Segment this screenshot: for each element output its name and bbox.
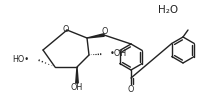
Text: •OH: •OH bbox=[110, 49, 127, 58]
Text: O: O bbox=[102, 28, 108, 36]
Polygon shape bbox=[87, 34, 104, 38]
Text: H₂O: H₂O bbox=[158, 5, 178, 15]
Polygon shape bbox=[76, 67, 78, 83]
Text: O: O bbox=[128, 84, 134, 94]
Text: O: O bbox=[63, 25, 69, 33]
Text: HO•: HO• bbox=[12, 55, 29, 64]
Text: OH: OH bbox=[71, 84, 83, 93]
